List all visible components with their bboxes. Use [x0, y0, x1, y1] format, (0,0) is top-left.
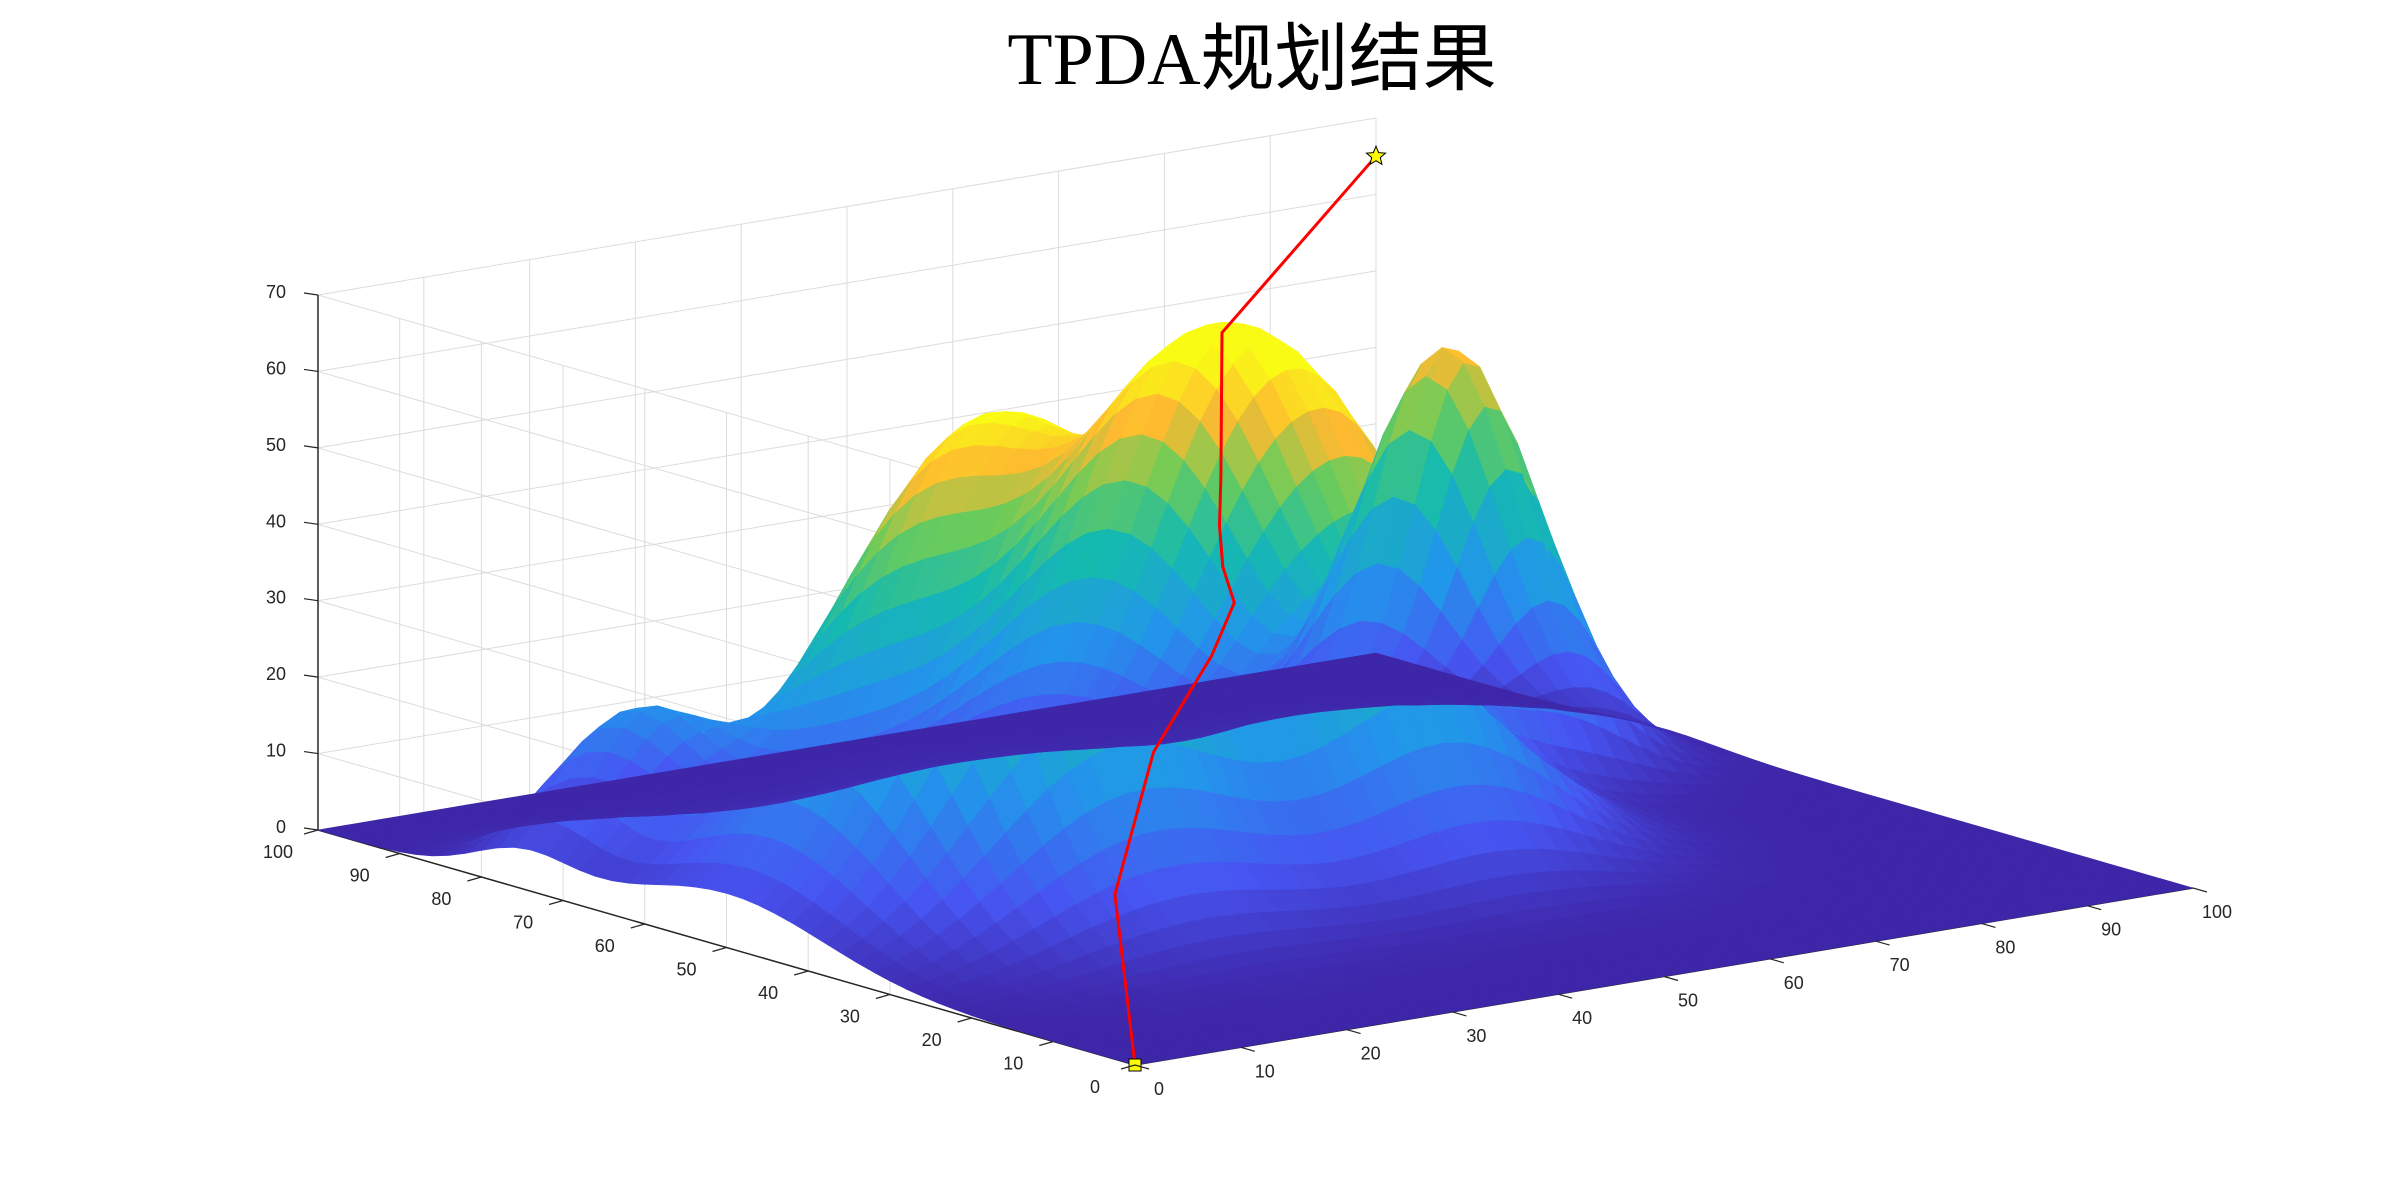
y-tick	[957, 1017, 972, 1023]
z-tick	[303, 445, 319, 449]
y-tick-label: 60	[595, 936, 615, 956]
y-tick-label: 50	[676, 960, 696, 980]
z-tick-label: 0	[276, 817, 286, 837]
x-tick-label: 60	[1784, 973, 1804, 993]
z-tick-label: 50	[266, 435, 286, 455]
y-tick-label: 30	[840, 1007, 860, 1027]
x-tick-label: 90	[2101, 920, 2121, 940]
y-tick-label: 90	[350, 866, 370, 886]
y-tick	[794, 970, 809, 976]
x-tick	[1452, 1011, 1467, 1017]
y-tick-label: 80	[431, 889, 451, 909]
x-tick	[1134, 1064, 1150, 1070]
y-tick-label: 10	[1003, 1054, 1023, 1074]
y-tick	[712, 946, 727, 953]
y-tick	[1039, 1040, 1054, 1047]
goal-marker	[1365, 144, 1387, 166]
x-tick	[1558, 993, 1573, 999]
z-tick-label: 20	[266, 664, 286, 684]
x-tick-label: 100	[2202, 902, 2232, 922]
z-tick-label: 40	[266, 511, 286, 531]
z-tick-label: 60	[266, 358, 286, 378]
y-tick	[385, 852, 400, 859]
y-tick	[467, 876, 482, 882]
y-tick-label: 70	[513, 913, 533, 933]
z-tick-label: 70	[266, 282, 286, 302]
planned-path	[1113, 144, 1387, 1072]
terrain-surface	[317, 321, 2194, 1066]
chart-title: TPDA规划结果	[1007, 19, 1496, 101]
x-tick	[1663, 975, 1679, 982]
x-tick-label: 0	[1154, 1079, 1164, 1099]
x-tick-label: 30	[1466, 1026, 1486, 1046]
x-tick-label: 20	[1361, 1044, 1381, 1064]
z-tick	[303, 750, 319, 755]
surface-patch	[317, 826, 356, 836]
z-tick	[303, 521, 319, 525]
z-tick	[303, 598, 319, 602]
y-tick	[303, 829, 319, 835]
x-tick-label: 10	[1255, 1061, 1275, 1081]
x-tick-label: 70	[1890, 955, 1910, 975]
axis-ticks: 0102030405060708090100010203040506070809…	[263, 282, 2232, 1099]
z-tick	[303, 292, 319, 296]
y-tick	[630, 923, 645, 929]
y-tick	[548, 899, 564, 906]
z-tick	[303, 368, 319, 373]
z-tick	[303, 827, 319, 831]
y-tick	[875, 993, 891, 1000]
x-tick	[2087, 905, 2102, 911]
y-tick-label: 100	[263, 842, 293, 862]
x-tick-label: 50	[1678, 991, 1698, 1011]
z-tick	[303, 674, 319, 678]
x-tick	[1346, 1029, 1361, 1035]
x-tick	[2192, 887, 2208, 893]
x-tick-label: 80	[1995, 937, 2015, 957]
x-tick-label: 40	[1572, 1008, 1592, 1028]
x-tick	[1981, 922, 1996, 928]
z-tick-label: 10	[266, 741, 286, 761]
y-tick-label: 20	[922, 1030, 942, 1050]
path-line	[1113, 155, 1378, 1066]
x-tick	[1875, 940, 1890, 946]
y-tick-label: 40	[758, 983, 778, 1003]
y-tick-label: 0	[1090, 1077, 1100, 1097]
x-tick	[1240, 1046, 1255, 1052]
y-tick	[1120, 1064, 1136, 1070]
x-tick	[1769, 958, 1784, 964]
z-tick-label: 30	[266, 588, 286, 608]
